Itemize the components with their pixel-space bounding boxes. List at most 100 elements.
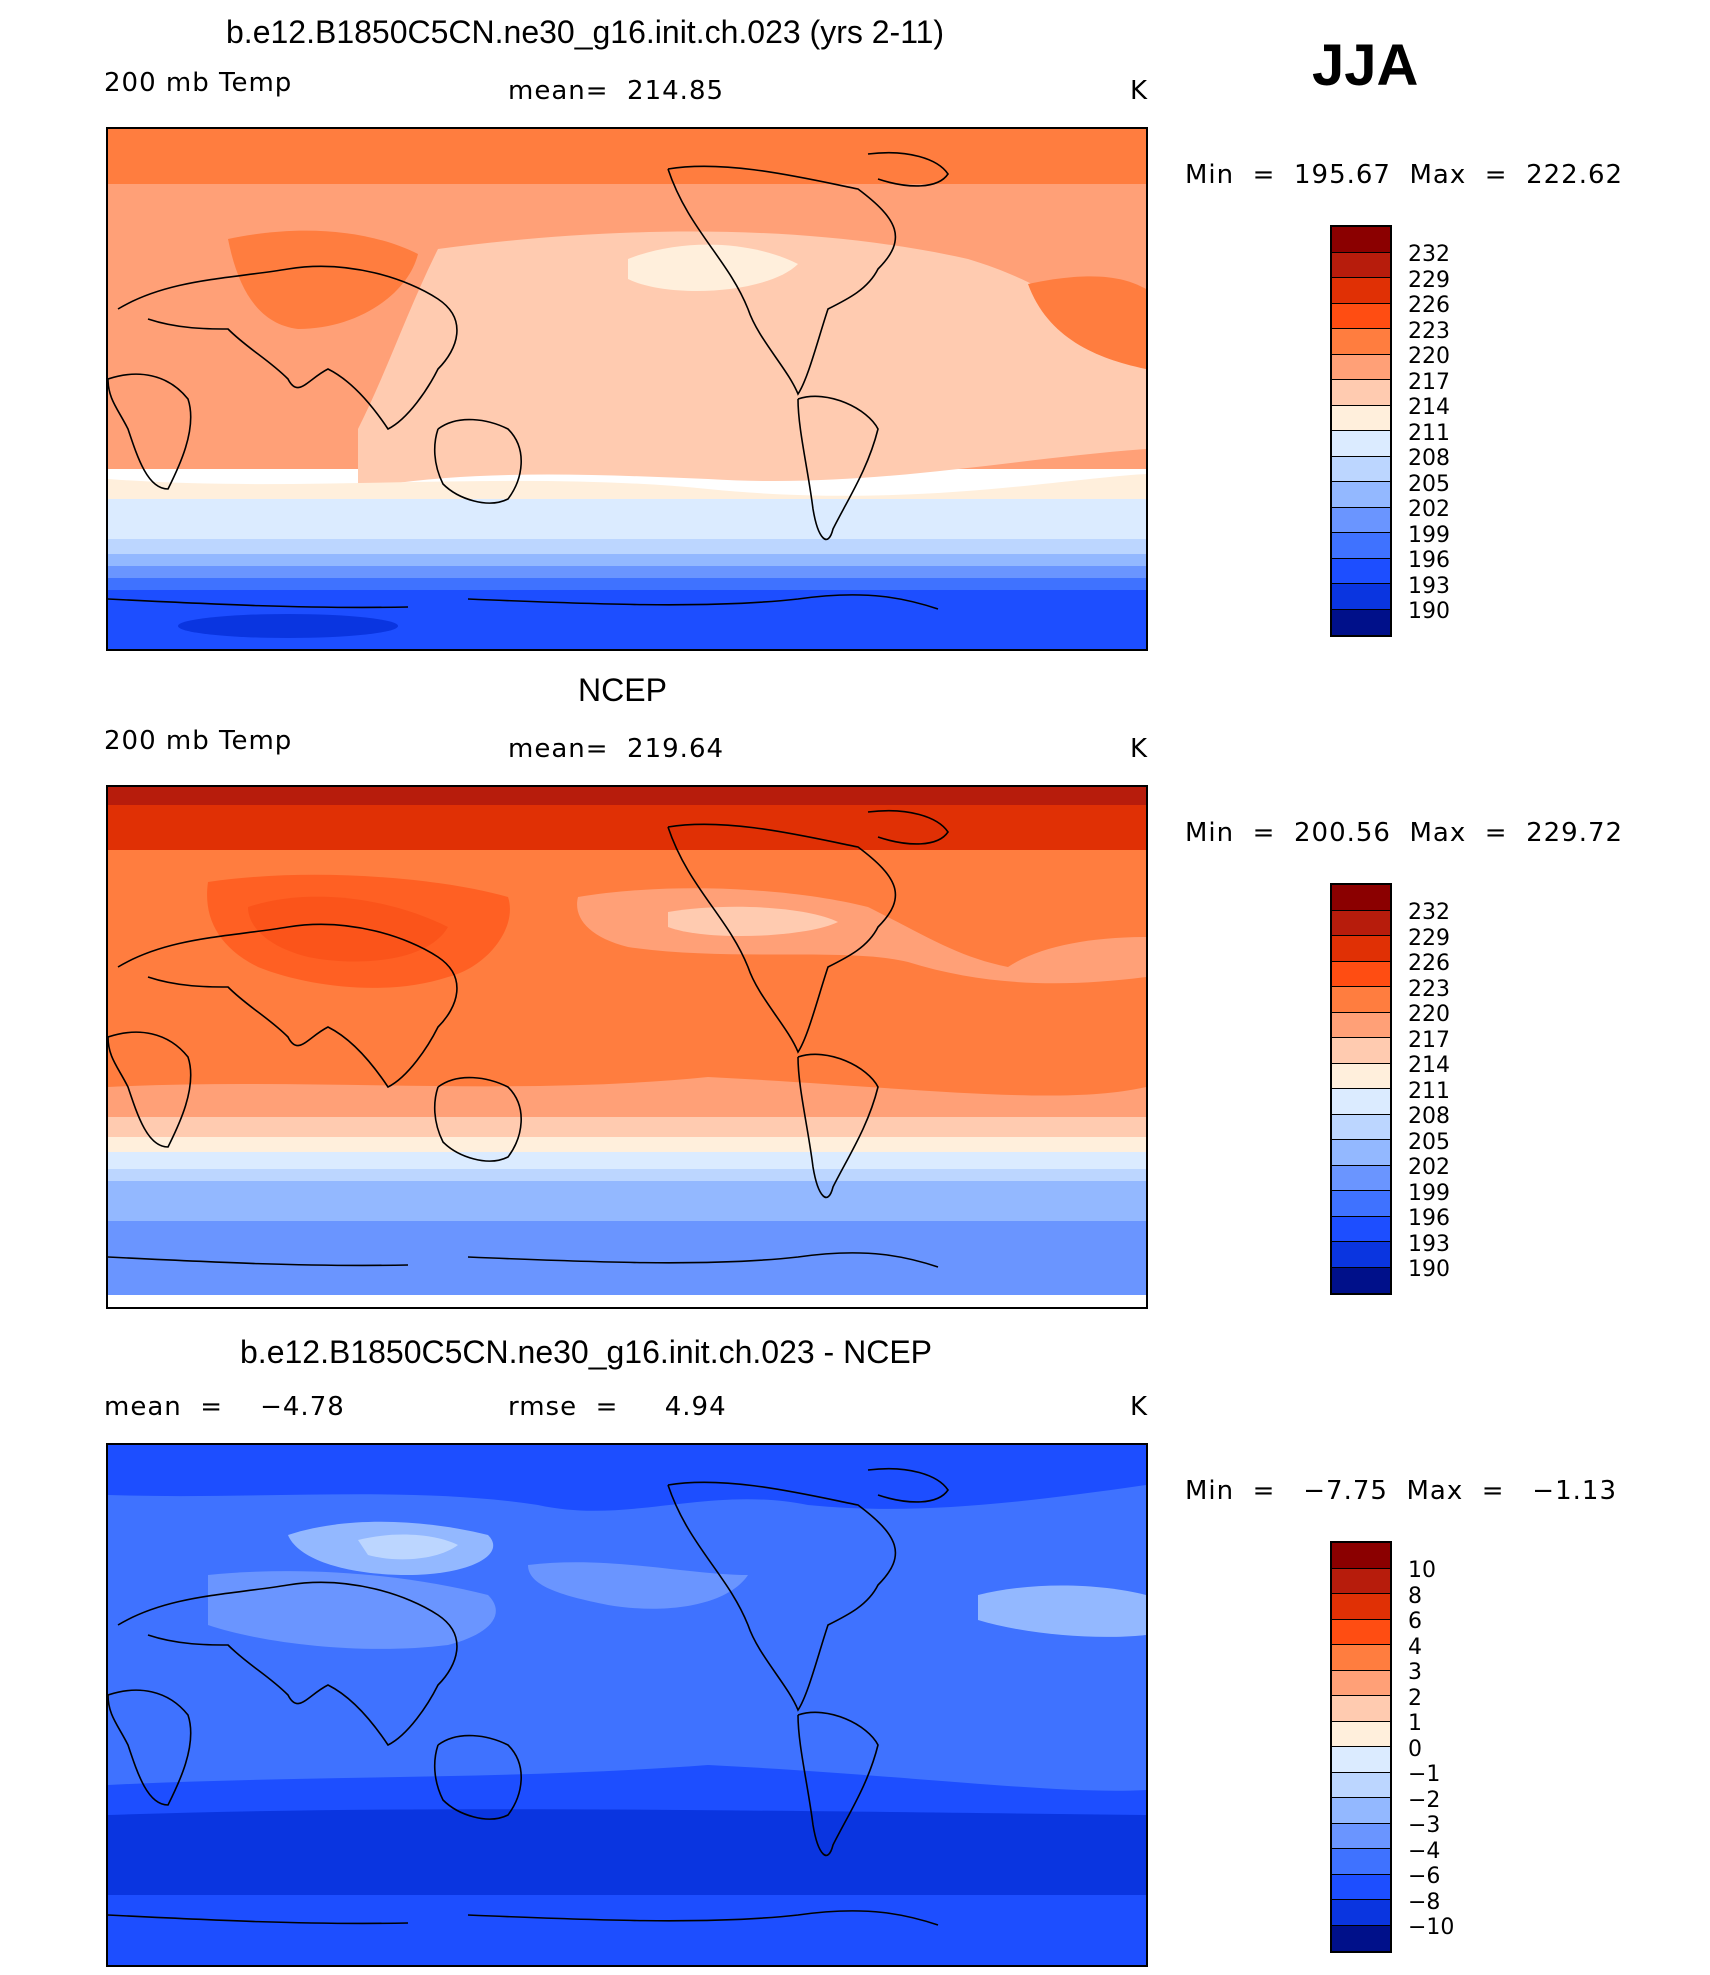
p3-mid-light: [208, 1571, 496, 1649]
p1-cb-tick: 193: [1408, 573, 1450, 599]
p3-cb-tick: −8: [1408, 1889, 1441, 1915]
p1-cb-cell: [1332, 558, 1390, 584]
p2-cb-cell: [1332, 1114, 1390, 1140]
p1-cb-tick: 226: [1408, 293, 1450, 318]
p1-cb-tick: 220: [1408, 344, 1450, 369]
p3-coast-samerica: [797, 1711, 879, 1857]
p1-coast-antarctica: [108, 594, 939, 610]
p3-south-deeper: [108, 1809, 1146, 1895]
p1-cb-cell: [1332, 227, 1390, 253]
p2-coast-namerica: [667, 823, 897, 1054]
p3-asia-light: [358, 1534, 458, 1560]
p1-antarctic-cold: [178, 614, 398, 638]
p2-cb-tick: 217: [1408, 1027, 1450, 1053]
p1-band-s1: [108, 499, 1146, 539]
panel1-map-svg: [108, 129, 1146, 649]
p2-coastlines: [108, 809, 949, 1268]
p2-cb-tick: 220: [1408, 1002, 1450, 1027]
p1-cb-tick: 199: [1408, 522, 1450, 548]
panel3-rmse-label: rmse = 4.94: [508, 1392, 727, 1422]
p2-sh-cool: [108, 1077, 1146, 1117]
p1-coast-eurasia: [117, 265, 458, 431]
p1-band-s4: [108, 566, 1146, 578]
p2-band-arctic1: [108, 805, 1146, 850]
p1-cb-tick: 211: [1408, 420, 1450, 446]
panel2-minmax: Min = 200.56 Max = 229.72: [1185, 818, 1624, 848]
p3-cb-tick: −4: [1408, 1838, 1441, 1864]
p3-atl-pale: [978, 1585, 1146, 1637]
p3-cb-tick: 10: [1408, 1558, 1436, 1583]
panel3-units: K: [1130, 1392, 1149, 1422]
p1-cb-tick: 214: [1408, 395, 1450, 420]
p3-cb-cell: [1332, 1772, 1390, 1798]
p1-subtropic-cool: [358, 231, 1146, 489]
panel3-title: b.e12.B1850C5CN.ne30_g16.init.ch.023 - N…: [240, 1334, 932, 1370]
p1-cb-cell: [1332, 380, 1390, 406]
p1-coast-namerica: [667, 165, 897, 396]
p2-coast-greenland: [867, 809, 949, 845]
p3-cb-cell: [1332, 1594, 1390, 1620]
panel1-title: b.e12.B1850C5CN.ne30_g16.init.ch.023 (yr…: [226, 14, 945, 50]
p2-cb-tick: 232: [1408, 900, 1450, 925]
p2-coast-australia: [433, 1076, 522, 1162]
p1-asia-warm: [228, 230, 418, 329]
p1-cb-cell: [1332, 303, 1390, 329]
panel2-colorbar: [1330, 883, 1392, 1295]
p3-arctic-deep: [108, 1445, 1146, 1511]
p2-band-arctic0: [108, 787, 1146, 805]
p2-band-s1: [108, 1137, 1146, 1152]
p2-coast-africa: [108, 1031, 192, 1148]
p1-cb-cell: [1332, 329, 1390, 355]
p2-cb-tick: 208: [1408, 1104, 1450, 1129]
p3-cb-tick: 1: [1408, 1711, 1422, 1736]
panel1-minmax: Min = 195.67 Max = 222.62: [1185, 160, 1624, 190]
p3-cb-cell: [1332, 1696, 1390, 1722]
p3-cb-cell: [1332, 1619, 1390, 1645]
p1-cb-cell: [1332, 533, 1390, 559]
p2-cb-tick: 211: [1408, 1078, 1450, 1104]
p1-coast-australia: [433, 418, 522, 504]
p2-cb-cell: [1332, 961, 1390, 987]
p1-coast-samerica: [797, 395, 879, 541]
p2-cb-tick: 226: [1408, 951, 1450, 976]
p2-cb-tick: 199: [1408, 1180, 1450, 1206]
p1-cb-cell: [1332, 354, 1390, 380]
p1-cb-cell: [1332, 405, 1390, 431]
p2-cb-cell: [1332, 1012, 1390, 1038]
p3-cb-tick: −1: [1408, 1762, 1441, 1787]
panel2-map-svg: [108, 787, 1146, 1307]
p1-cb-cell: [1332, 609, 1390, 635]
p2-band-s0: [108, 1117, 1146, 1137]
p1-cb-tick: 205: [1408, 471, 1450, 497]
p3-cb-cell: [1332, 1874, 1390, 1900]
panel2-title: NCEP: [578, 672, 667, 708]
p2-cb-cell: [1332, 1038, 1390, 1064]
p3-coast-antarctica: [108, 1910, 939, 1926]
panel1-units: K: [1130, 76, 1149, 106]
p2-cb-tick: 229: [1408, 925, 1450, 951]
p2-band-s3: [108, 1169, 1146, 1181]
p2-cb-cell: [1332, 1242, 1390, 1268]
p1-cb-tick: 208: [1408, 446, 1450, 471]
panel2-mean-label: mean= 219.64: [508, 734, 725, 764]
panel2-variable-label: 200 mb Temp: [104, 726, 293, 756]
p1-cb-cell: [1332, 456, 1390, 482]
p3-cb-tick: −2: [1408, 1787, 1441, 1813]
p3-cb-tick: −10: [1408, 1915, 1455, 1940]
p1-band-s2: [108, 539, 1146, 554]
p2-coast-antarctica: [108, 1252, 939, 1268]
p2-cb-cell: [1332, 1063, 1390, 1089]
p3-cb-tick: 0: [1408, 1736, 1422, 1762]
panel3-colorbar: [1330, 1541, 1392, 1953]
p1-band-arctic: [108, 129, 1146, 184]
p3-cb-cell: [1332, 1568, 1390, 1594]
p3-cb-cell: [1332, 1721, 1390, 1747]
p2-cb-tick: 223: [1408, 976, 1450, 1002]
p2-cb-tick: 202: [1408, 1155, 1450, 1180]
p2-band-s4: [108, 1181, 1146, 1221]
p2-band-bottom: [108, 1295, 1146, 1307]
p1-coastlines: [108, 151, 949, 610]
p3-coast-namerica: [667, 1481, 897, 1712]
p3-cb-cell: [1332, 1925, 1390, 1951]
p3-cb-tick: −3: [1408, 1813, 1441, 1838]
